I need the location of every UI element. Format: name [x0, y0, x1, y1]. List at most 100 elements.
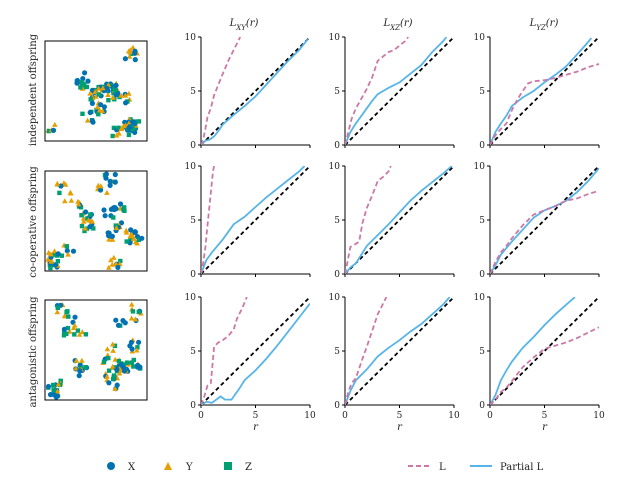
point-y	[70, 325, 77, 331]
y-tick-label: 0	[190, 270, 196, 280]
point-y	[118, 92, 124, 98]
point-x	[115, 322, 122, 328]
point-z	[55, 259, 61, 264]
y-tick-label: 0	[190, 141, 196, 151]
partial-l-line	[345, 166, 453, 274]
point-z	[52, 252, 57, 257]
partial-l-line	[490, 37, 593, 145]
point-z	[82, 82, 87, 87]
diagonal-line	[490, 297, 599, 405]
point-y	[110, 94, 116, 100]
point-y	[126, 90, 132, 96]
point-x	[80, 76, 86, 82]
point-x	[64, 248, 70, 254]
point-y	[80, 215, 87, 221]
point-z	[96, 92, 102, 97]
point-y	[94, 104, 101, 110]
point-y	[65, 251, 71, 257]
legend-label-partial-l: Partial L	[500, 462, 544, 473]
point-x	[121, 368, 128, 374]
point-z	[79, 223, 85, 229]
col-title-xy: LXY(r)	[229, 18, 259, 32]
point-z	[88, 212, 93, 217]
point-z	[46, 128, 52, 134]
row-label-antagonistic: antagonistic offspring	[28, 296, 39, 408]
point-x	[74, 80, 80, 86]
legend-label-x: X	[128, 462, 136, 473]
point-x	[118, 220, 125, 226]
partial-l-line	[201, 38, 309, 145]
point-x	[90, 119, 96, 125]
point-x	[103, 171, 109, 177]
y-tick-label: 5	[334, 87, 340, 97]
point-z	[128, 237, 133, 243]
point-x	[83, 209, 89, 215]
point-x	[113, 82, 119, 88]
point-z	[72, 332, 77, 337]
x-tick-label: 0	[198, 411, 204, 421]
legend: X Y Z L Partial L	[107, 462, 544, 473]
point-x	[120, 318, 126, 324]
point-y	[108, 257, 114, 263]
l-line	[201, 37, 242, 145]
point-z	[79, 213, 84, 218]
point-x	[82, 70, 88, 76]
x-axis-label: r	[397, 422, 403, 433]
point-z	[111, 125, 117, 131]
point-y	[54, 388, 61, 394]
point-z	[136, 309, 141, 315]
point-y	[112, 385, 118, 391]
point-x	[109, 233, 115, 239]
partial-l-line	[201, 302, 310, 405]
point-z	[81, 85, 86, 90]
point-y	[84, 117, 91, 123]
point-z	[111, 215, 116, 220]
panel-r0-c1: 0 5 10	[329, 33, 455, 151]
point-y	[93, 93, 99, 99]
point-y	[110, 347, 116, 353]
point-y	[75, 201, 82, 207]
point-z	[62, 330, 67, 336]
point-y	[126, 53, 133, 59]
point-z	[116, 358, 122, 364]
point-y	[48, 251, 54, 257]
point-y	[134, 347, 140, 353]
y-tick-label: 0	[334, 270, 340, 280]
panel-r2-c1: 0 5 10 0 5 10 r	[329, 293, 460, 433]
point-x	[58, 183, 64, 189]
x-tick-label: 5	[542, 411, 548, 421]
point-x	[122, 56, 128, 62]
point-x	[70, 248, 77, 254]
row-label-independent: independent offspring	[28, 33, 39, 146]
x-tick-label: 0	[342, 411, 348, 421]
legend-marker-x	[107, 462, 115, 470]
point-y	[105, 92, 111, 97]
point-z	[51, 387, 56, 392]
point-y	[54, 309, 61, 315]
point-x	[114, 366, 120, 373]
diagonal-line	[490, 37, 599, 145]
point-y	[81, 218, 87, 224]
point-y	[73, 357, 80, 363]
x-tick-label: 10	[593, 411, 605, 421]
point-y	[96, 107, 103, 113]
point-y	[128, 301, 135, 307]
y-tick-label: 5	[334, 216, 340, 226]
point-z	[135, 345, 140, 350]
point-y	[123, 229, 130, 235]
point-y	[106, 264, 112, 270]
point-y	[109, 363, 116, 369]
point-z	[57, 190, 62, 196]
point-z	[84, 84, 90, 90]
point-x	[98, 187, 104, 193]
y-tick-label: 10	[185, 33, 197, 43]
point-y	[128, 315, 135, 321]
l-line	[345, 166, 392, 274]
y-tick-label: 5	[190, 347, 196, 357]
point-x	[101, 207, 107, 213]
point-z	[91, 226, 96, 231]
panel-r2-c2: 0 5 10 0 5 10 r	[474, 293, 605, 433]
y-tick-label: 10	[474, 162, 486, 172]
point-z	[124, 360, 130, 365]
point-z	[129, 360, 135, 365]
